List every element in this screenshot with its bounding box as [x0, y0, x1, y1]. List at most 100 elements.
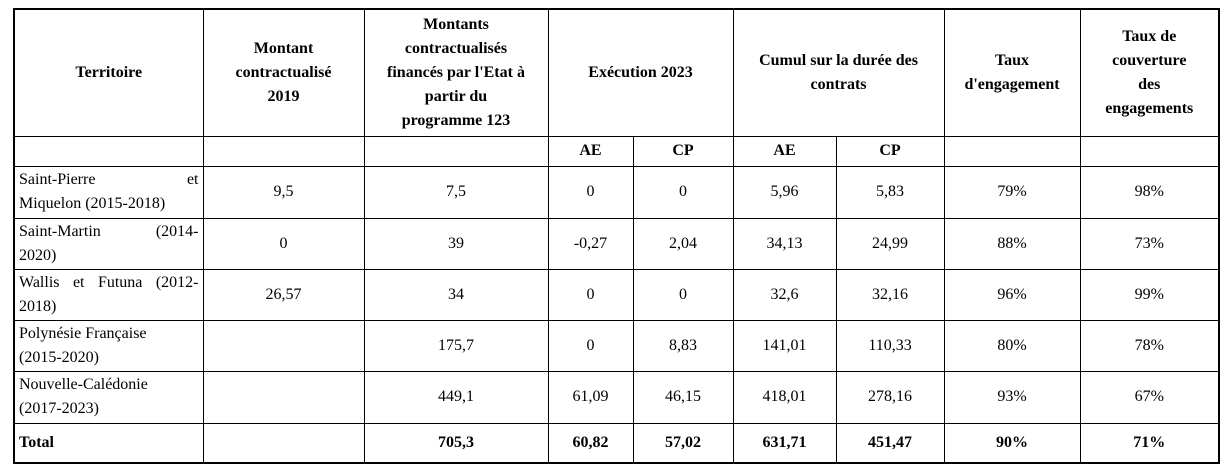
cell-montant-2019 — [202, 422, 365, 464]
cell-montants-etat: 705,3 — [363, 422, 549, 464]
cell-montants-etat: 7,5 — [363, 165, 549, 219]
header-label: Exécution 2023 — [588, 63, 693, 81]
cell-taux-couverture: 78% — [1079, 319, 1220, 372]
cell-taux-engagement: 79% — [943, 165, 1081, 219]
subheader-empty — [363, 135, 549, 167]
cell-exec-cp: 57,02 — [632, 422, 734, 464]
header-label: programme 123 — [401, 111, 511, 129]
table-row-polynesie-francaise: Polynésie Française (2015-2020) 175,7 0 … — [13, 319, 1220, 372]
header-territoire: Territoire — [13, 8, 204, 137]
header-label: engagements — [1105, 99, 1194, 117]
table-row-saint-pierre-et-miquelon: Saint-Pierre et Miquelon (2015-2018) 9,5… — [13, 165, 1220, 219]
cell-exec-ae: 0 — [547, 319, 634, 372]
cell-taux-engagement: 80% — [943, 319, 1081, 372]
cell-cumul-cp: 32,16 — [835, 268, 945, 321]
header-label: Taux — [994, 51, 1030, 69]
header-cumul-contrats: Cumul sur la durée des contrats — [732, 8, 945, 137]
cell-taux-engagement: 90% — [943, 422, 1081, 464]
cell-montant-2019: 0 — [202, 217, 365, 270]
subheader-empty — [13, 135, 204, 167]
cell-montants-etat: 39 — [363, 217, 549, 270]
cell-montant-2019: 9,5 — [202, 165, 365, 219]
cell-exec-ae: 60,82 — [547, 422, 634, 464]
cell-montant-2019: 26,57 — [202, 268, 365, 321]
header-label: des — [1138, 75, 1161, 93]
header-label: Montants — [423, 15, 489, 33]
cell-exec-ae: 0 — [547, 165, 634, 219]
header-label: couverture — [1112, 51, 1187, 69]
cell-montants-etat: 34 — [363, 268, 549, 321]
territories-financing-table: Territoire Montant contractualisé 2019 M… — [13, 8, 1221, 464]
cell-cumul-cp: 451,47 — [835, 422, 945, 464]
header-label: Montant — [253, 39, 314, 57]
territory-cell: Nouvelle-Calédonie (2017-2023) — [13, 370, 204, 424]
cell-cumul-cp: 24,99 — [835, 217, 945, 270]
cell-exec-ae: -0,27 — [547, 217, 634, 270]
header-montants-programme-123: Montants contractualisés financés par l'… — [363, 8, 549, 137]
cell-taux-couverture: 99% — [1079, 268, 1220, 321]
cell-cumul-ae: 32,6 — [732, 268, 837, 321]
cell-taux-couverture: 71% — [1079, 422, 1220, 464]
table-row-saint-martin: Saint-Martin (2014- 2020) 0 39 -0,27 2,0… — [13, 217, 1220, 270]
territory-name-line: (2017-2023) — [19, 400, 99, 417]
subheader-cumul-cp: CP — [835, 135, 945, 167]
territory-name-line: Miquelon (2015-2018) — [19, 195, 166, 212]
cell-cumul-ae: 5,96 — [732, 165, 837, 219]
header-label: d'engagement — [964, 75, 1060, 93]
subheader-empty — [943, 135, 1081, 167]
header-label: Taux de — [1122, 27, 1177, 45]
subheader-empty — [1079, 135, 1220, 167]
territory-cell: Saint-Martin (2014- 2020) — [13, 217, 204, 270]
territory-cell: Polynésie Française (2015-2020) — [13, 319, 204, 372]
table-row-total: Total 705,3 60,82 57,02 631,71 451,47 90… — [13, 422, 1220, 464]
cell-cumul-cp: 110,33 — [835, 319, 945, 372]
header-taux-couverture: Taux de couverture des engagements — [1079, 8, 1220, 137]
territory-name-line: 2018) — [19, 297, 57, 315]
subheader-exec-cp: CP — [632, 135, 734, 167]
cell-exec-cp: 0 — [632, 165, 734, 219]
territory-name-line: Nouvelle-Calédonie — [19, 376, 148, 393]
header-montant-2019: Montant contractualisé 2019 — [202, 8, 365, 137]
cell-cumul-cp: 5,83 — [835, 165, 945, 219]
header-taux-engagement: Taux d'engagement — [943, 8, 1081, 137]
header-label: financés par l'Etat à — [387, 63, 525, 81]
cell-exec-cp: 2,04 — [632, 217, 734, 270]
table-row-wallis-et-futuna: Wallis et Futuna (2012- 2018) 26,57 34 0… — [13, 268, 1220, 321]
total-label-cell: Total — [13, 422, 204, 464]
cell-montant-2019 — [202, 370, 365, 424]
territory-name-line: Saint-Pierre et — [19, 171, 199, 188]
header-label: contrats — [810, 75, 867, 93]
cell-exec-ae: 61,09 — [547, 370, 634, 424]
cell-taux-couverture: 67% — [1079, 370, 1220, 424]
subheader-exec-ae: AE — [547, 135, 634, 167]
cell-exec-cp: 0 — [632, 268, 734, 321]
cell-montants-etat: 449,1 — [363, 370, 549, 424]
cell-taux-couverture: 98% — [1079, 165, 1220, 219]
subheader-cumul-ae: AE — [732, 135, 837, 167]
subheader-row: AE CP AE CP — [13, 135, 1220, 167]
cell-exec-cp: 46,15 — [632, 370, 734, 424]
cell-cumul-ae: 141,01 — [732, 319, 837, 372]
territory-cell: Wallis et Futuna (2012- 2018) — [13, 268, 204, 321]
header-label: 2019 — [267, 87, 300, 105]
cell-taux-engagement: 88% — [943, 217, 1081, 270]
cell-taux-engagement: 93% — [943, 370, 1081, 424]
header-label: contractualisés — [404, 39, 508, 57]
territory-name-line: Saint-Martin (2014- — [19, 222, 199, 240]
header-execution-2023: Exécution 2023 — [547, 8, 734, 137]
table-row-nouvelle-caledonie: Nouvelle-Calédonie (2017-2023) 449,1 61,… — [13, 370, 1220, 424]
cell-cumul-ae: 418,01 — [732, 370, 837, 424]
cell-montant-2019 — [202, 319, 365, 372]
subheader-empty — [202, 135, 365, 167]
territory-name-line: Wallis et Futuna (2012- — [19, 273, 199, 291]
header-row: Territoire Montant contractualisé 2019 M… — [13, 8, 1220, 137]
cell-cumul-ae: 34,13 — [732, 217, 837, 270]
header-label: Territoire — [75, 63, 143, 81]
territory-name-line: Polynésie Française — [19, 324, 147, 342]
cell-exec-ae: 0 — [547, 268, 634, 321]
header-label: Cumul sur la durée des — [759, 51, 918, 69]
cell-cumul-cp: 278,16 — [835, 370, 945, 424]
cell-exec-cp: 8,83 — [632, 319, 734, 372]
territory-cell: Saint-Pierre et Miquelon (2015-2018) — [13, 165, 204, 219]
